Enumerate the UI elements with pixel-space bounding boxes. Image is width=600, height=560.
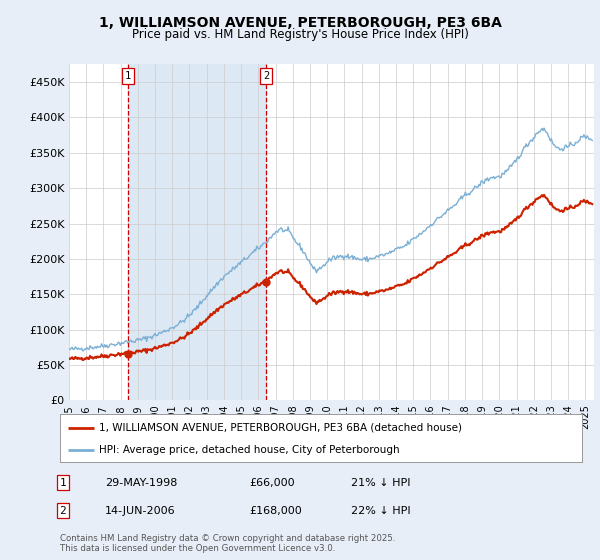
Text: 21% ↓ HPI: 21% ↓ HPI bbox=[351, 478, 410, 488]
Text: HPI: Average price, detached house, City of Peterborough: HPI: Average price, detached house, City… bbox=[99, 445, 400, 455]
Text: 1: 1 bbox=[59, 478, 67, 488]
Text: 1, WILLIAMSON AVENUE, PETERBOROUGH, PE3 6BA: 1, WILLIAMSON AVENUE, PETERBOROUGH, PE3 … bbox=[98, 16, 502, 30]
Text: 1, WILLIAMSON AVENUE, PETERBOROUGH, PE3 6BA (detached house): 1, WILLIAMSON AVENUE, PETERBOROUGH, PE3 … bbox=[99, 423, 462, 433]
Text: Contains HM Land Registry data © Crown copyright and database right 2025.
This d: Contains HM Land Registry data © Crown c… bbox=[60, 534, 395, 553]
Bar bbox=[128, 64, 266, 400]
Text: 2: 2 bbox=[59, 506, 67, 516]
Text: 2: 2 bbox=[263, 71, 269, 81]
Text: Price paid vs. HM Land Registry's House Price Index (HPI): Price paid vs. HM Land Registry's House … bbox=[131, 28, 469, 41]
Text: 29-MAY-1998: 29-MAY-1998 bbox=[105, 478, 178, 488]
Text: 1: 1 bbox=[125, 71, 131, 81]
Text: £168,000: £168,000 bbox=[249, 506, 302, 516]
Text: 14-JUN-2006: 14-JUN-2006 bbox=[105, 506, 176, 516]
Text: £66,000: £66,000 bbox=[249, 478, 295, 488]
Text: 22% ↓ HPI: 22% ↓ HPI bbox=[351, 506, 410, 516]
